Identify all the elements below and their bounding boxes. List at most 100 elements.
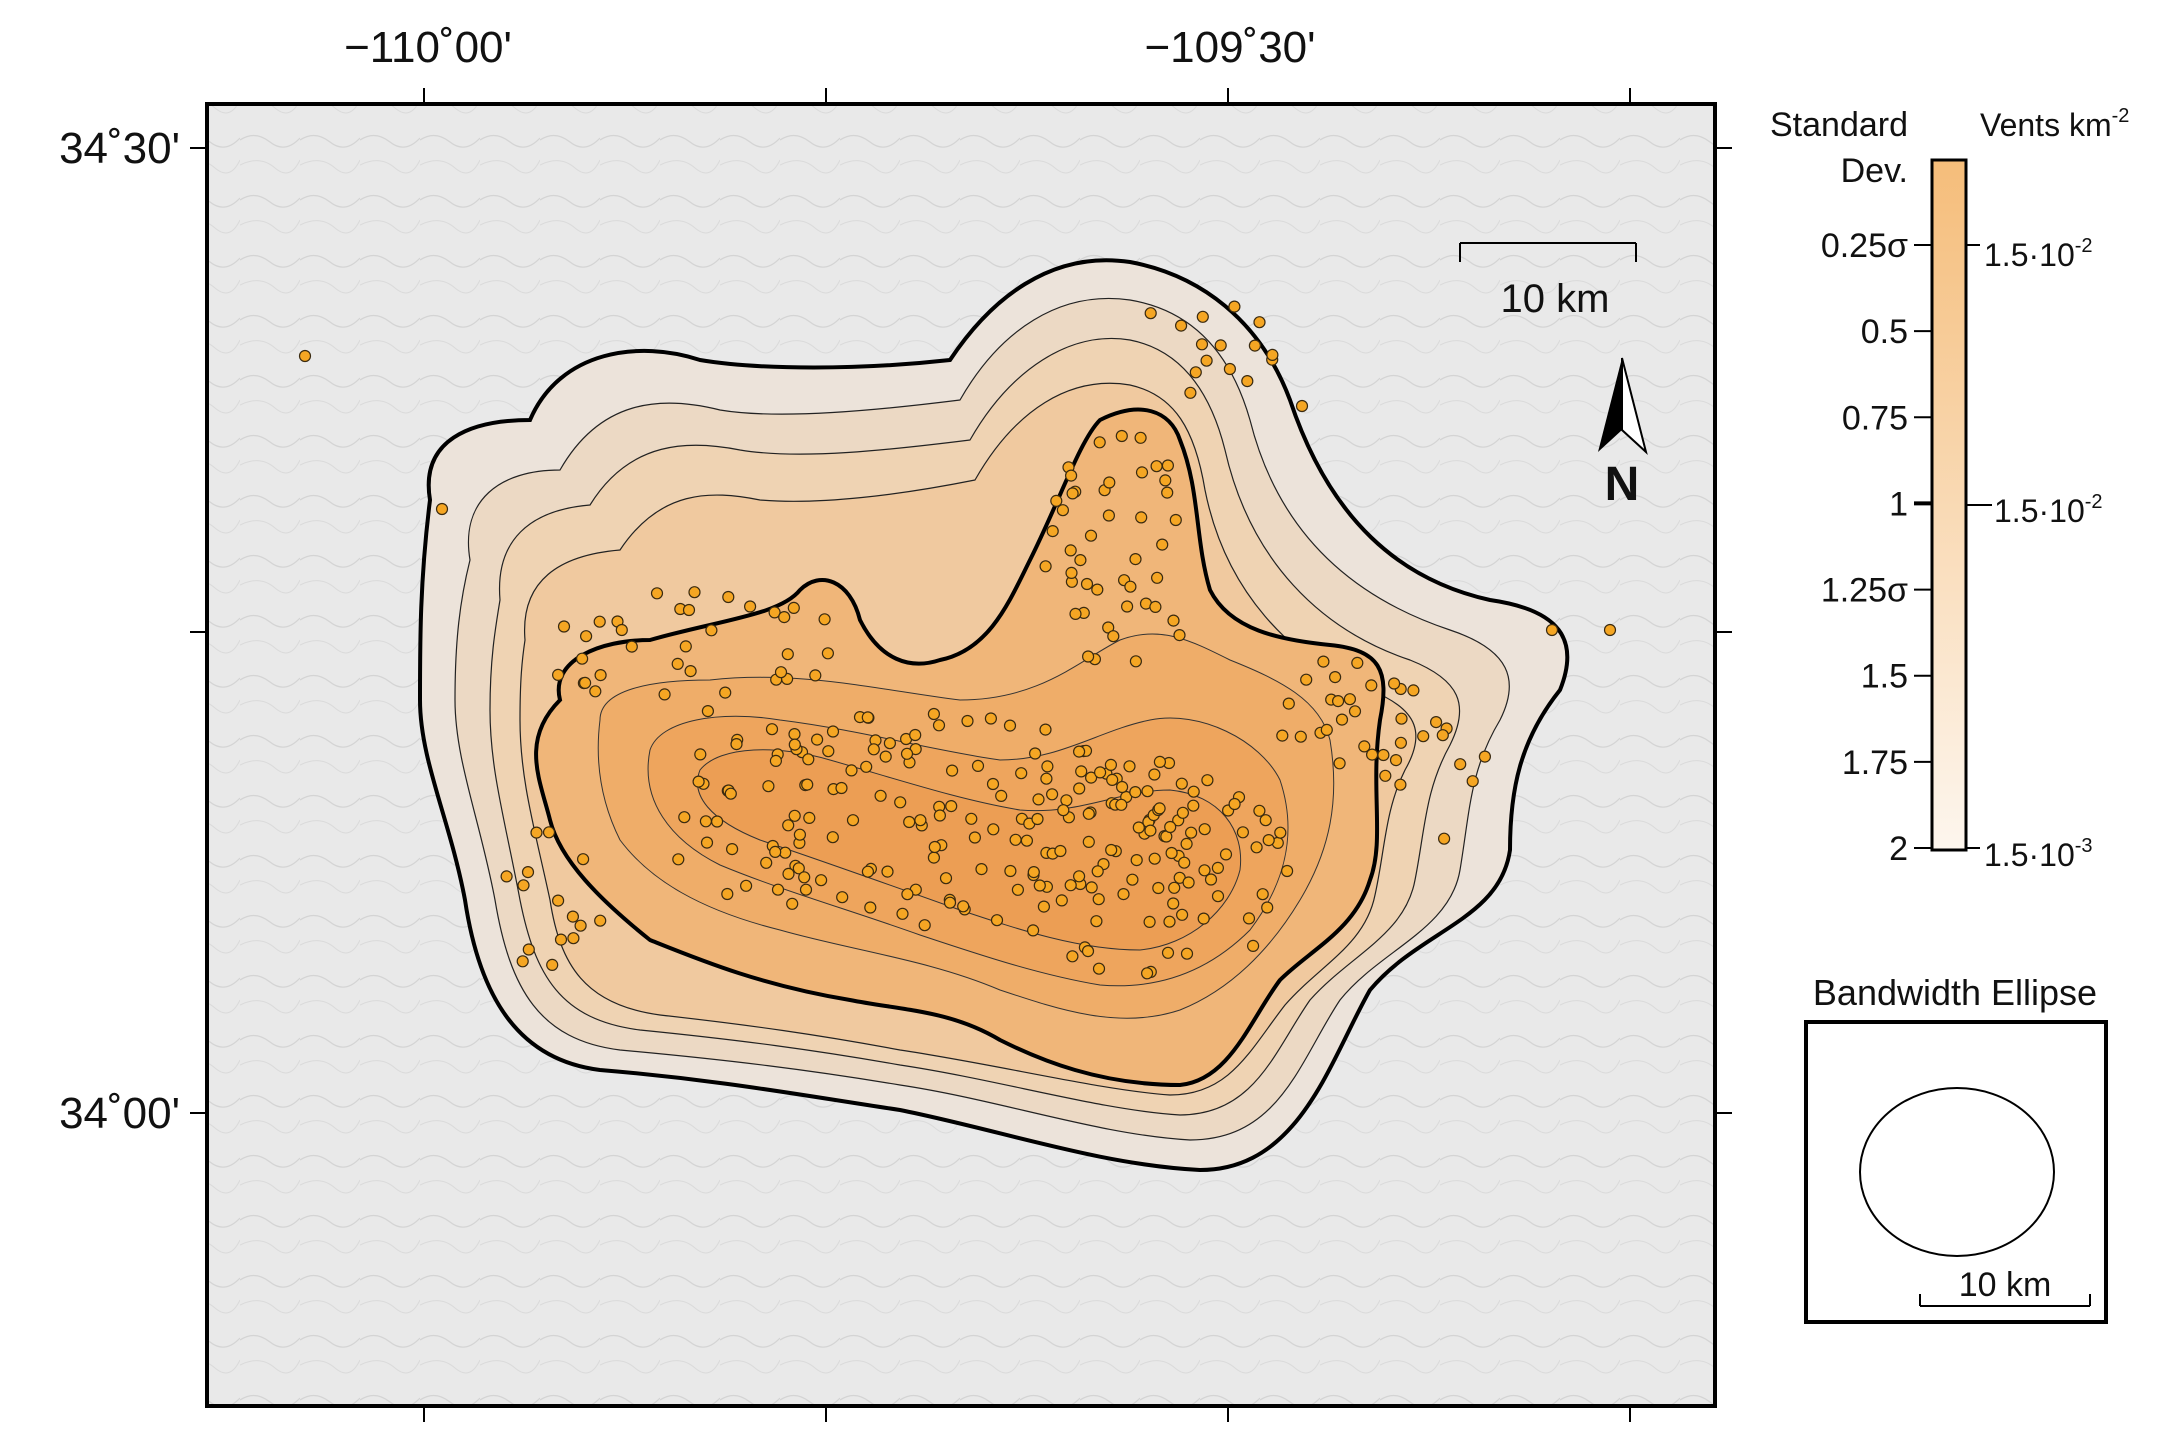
vent-point bbox=[1300, 673, 1313, 686]
vent-point bbox=[883, 737, 897, 750]
vent-point bbox=[826, 831, 839, 844]
vent-point bbox=[1343, 693, 1357, 706]
vent-point bbox=[699, 815, 713, 828]
vent-point bbox=[1161, 486, 1174, 499]
vent-point bbox=[1082, 807, 1095, 820]
density-tick-mid: 1.5·10-2 bbox=[1994, 491, 2103, 529]
vent-point bbox=[724, 787, 737, 800]
vent-point bbox=[1066, 487, 1079, 500]
vent-point bbox=[1454, 758, 1467, 771]
vent-point bbox=[986, 777, 1000, 791]
vent-point bbox=[864, 901, 877, 914]
vent-point bbox=[1124, 580, 1137, 593]
vent-point bbox=[914, 814, 927, 827]
vent-point bbox=[1081, 944, 1095, 958]
vent-point bbox=[1156, 538, 1169, 551]
vent-point bbox=[1429, 715, 1443, 729]
vent-point bbox=[1150, 571, 1164, 584]
vent-point bbox=[566, 910, 580, 923]
vent-point bbox=[1280, 864, 1294, 878]
vent-point bbox=[1115, 429, 1128, 443]
vent-point bbox=[516, 955, 529, 968]
vent-point bbox=[1015, 767, 1028, 780]
vent-point bbox=[861, 865, 875, 878]
vent-point bbox=[860, 760, 873, 773]
vent-point bbox=[782, 867, 795, 881]
vent-point bbox=[1294, 730, 1307, 743]
vent-point bbox=[1603, 623, 1617, 637]
vent-point bbox=[943, 896, 957, 909]
vent-point bbox=[1144, 824, 1157, 837]
vent-point bbox=[435, 502, 449, 516]
vent-point bbox=[1117, 887, 1130, 901]
vent-point bbox=[1159, 474, 1172, 487]
vent-point bbox=[787, 601, 800, 615]
vent-point bbox=[1394, 736, 1408, 749]
vent-point bbox=[710, 815, 724, 828]
vent-point bbox=[1120, 600, 1134, 613]
vent-point bbox=[1045, 788, 1059, 801]
vent-point bbox=[1106, 773, 1119, 787]
vent-point bbox=[1545, 623, 1559, 637]
vent-point bbox=[1082, 835, 1095, 849]
vent-point bbox=[1130, 853, 1143, 867]
vent-point bbox=[1256, 888, 1269, 901]
vent-point bbox=[671, 657, 684, 671]
vent-point bbox=[1228, 300, 1241, 313]
vent-point bbox=[1135, 466, 1149, 479]
density-tick-low: 1.5·10-3 bbox=[1984, 835, 2093, 873]
vent-point bbox=[1091, 865, 1104, 878]
vent-point bbox=[1417, 730, 1430, 743]
vent-point bbox=[1085, 881, 1098, 894]
vent-point bbox=[984, 712, 998, 725]
vent-point bbox=[1198, 823, 1211, 836]
vent-point bbox=[1026, 924, 1040, 937]
vent-point bbox=[1478, 750, 1492, 763]
vent-point bbox=[788, 809, 801, 822]
vent-point bbox=[1135, 511, 1148, 524]
vent-point bbox=[945, 799, 958, 813]
vent-point bbox=[1163, 915, 1176, 928]
vent-point bbox=[1092, 893, 1105, 906]
vent-point bbox=[1266, 348, 1279, 361]
vent-point bbox=[551, 894, 565, 907]
vent-point bbox=[1236, 826, 1250, 839]
vent-point bbox=[836, 891, 849, 904]
vent-point bbox=[1081, 650, 1095, 663]
lon-label-109-30: −109˚30' bbox=[1144, 23, 1315, 72]
vent-point bbox=[901, 888, 914, 901]
vent-point bbox=[788, 738, 801, 751]
vent-point bbox=[975, 862, 988, 876]
vent-point bbox=[932, 719, 946, 732]
vent-point bbox=[1246, 939, 1260, 953]
vent-point bbox=[879, 750, 892, 763]
vent-point bbox=[574, 919, 587, 932]
vent-point bbox=[1389, 753, 1403, 767]
vent-point bbox=[826, 725, 840, 738]
vent-point bbox=[1069, 607, 1082, 621]
vent-point bbox=[1041, 760, 1054, 773]
vent-point bbox=[1039, 560, 1052, 573]
vent-point bbox=[933, 809, 947, 822]
vent-point bbox=[1328, 670, 1342, 684]
vent-point bbox=[1080, 577, 1094, 591]
vent-point bbox=[896, 907, 909, 920]
vent-point bbox=[1032, 793, 1045, 806]
vent-point bbox=[801, 778, 814, 791]
vent-point bbox=[774, 666, 788, 679]
vent-point bbox=[846, 814, 860, 827]
vent-point bbox=[1200, 354, 1213, 367]
density-tick-high: 1.5·10-2 bbox=[1984, 235, 2093, 273]
vent-point bbox=[719, 686, 732, 699]
vent-point bbox=[594, 914, 607, 927]
vent-point bbox=[500, 870, 513, 883]
north-arrow-icon: N bbox=[1598, 357, 1648, 511]
vent-point bbox=[1395, 712, 1408, 725]
vent-point bbox=[575, 652, 589, 665]
vent-point bbox=[1075, 765, 1088, 778]
vent-point bbox=[1167, 897, 1180, 910]
vent-point bbox=[692, 775, 705, 788]
vent-point bbox=[1197, 912, 1210, 925]
contour-0-25 bbox=[697, 749, 1242, 951]
vent-point bbox=[1028, 747, 1042, 760]
